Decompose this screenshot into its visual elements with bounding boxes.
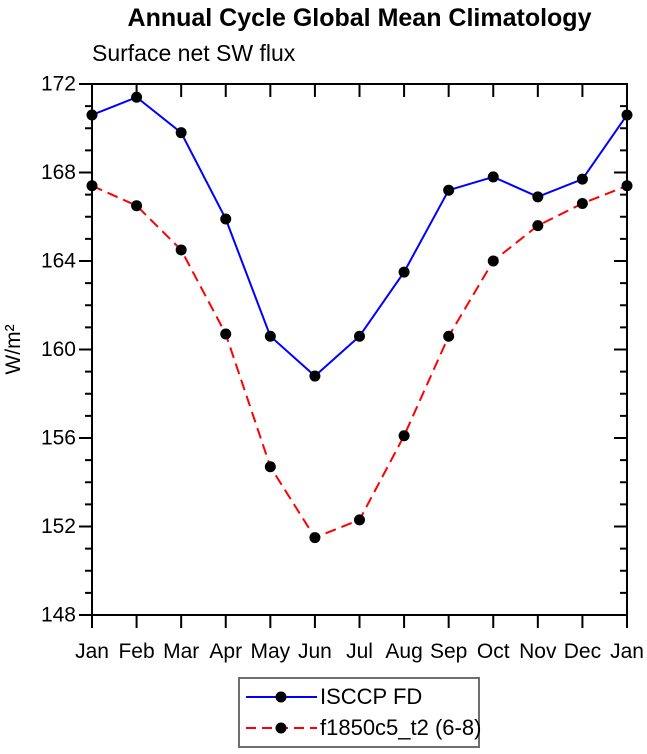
legend-label: ISCCP FD <box>320 684 423 710</box>
legend-label: f1850c5_t2 (6-8) <box>320 714 482 740</box>
series-marker-1 <box>220 328 232 340</box>
x-tick-label: Feb <box>118 640 154 663</box>
series-marker-1 <box>264 461 276 473</box>
series-marker-1 <box>354 514 365 526</box>
x-tick-label: May <box>250 640 290 663</box>
x-tick-label: Jul <box>346 640 373 663</box>
series-marker-1 <box>487 255 499 267</box>
series-marker-1 <box>532 220 544 232</box>
series-marker-0 <box>264 330 276 342</box>
x-tick-label: Sep <box>430 640 467 663</box>
series-marker-0 <box>532 191 544 203</box>
series-marker-0 <box>398 266 410 278</box>
x-tick-label: Oct <box>477 640 510 663</box>
legend-item-isccp-fd: ISCCP FD <box>240 685 478 709</box>
x-tick-label: Mar <box>163 640 199 663</box>
series-marker-0 <box>131 91 143 103</box>
series-marker-1 <box>398 430 410 442</box>
series-marker-1 <box>309 532 321 544</box>
chart-title: Annual Cycle Global Mean Climatology <box>127 4 592 32</box>
x-tick-label: Nov <box>519 640 557 663</box>
series-marker-0 <box>621 109 633 121</box>
y-tick-label: 168 <box>41 161 76 184</box>
x-tick-label: Jan <box>610 640 644 663</box>
y-tick-label: 160 <box>41 338 76 361</box>
series-marker-1 <box>576 197 588 209</box>
x-tick-label: Apr <box>209 640 242 663</box>
y-tick-label: 164 <box>41 250 76 273</box>
series-marker-0 <box>443 184 455 196</box>
series-marker-1 <box>86 180 98 192</box>
series-marker-0 <box>86 109 98 121</box>
series-marker-0 <box>354 330 365 342</box>
x-tick-label: Jan <box>75 640 109 663</box>
plot-area: Jan Feb Mar Apr May Jun Jul Aug Sep Oct Nov Dec Jan 1… <box>2 73 644 664</box>
series-marker-1 <box>131 200 143 212</box>
series-marker-1 <box>175 244 187 256</box>
series-marker-0 <box>220 213 232 225</box>
legend-item-f1850c5-t2: f1850c5_t2 (6-8) <box>240 714 482 740</box>
series-marker-0 <box>487 171 499 183</box>
legend: ISCCP FD f1850c5_t2 (6-8) <box>238 677 482 748</box>
x-tick-label: Dec <box>564 640 601 663</box>
legend-solid-line-icon <box>246 691 317 703</box>
chart-subtitle: Surface net SW flux <box>92 40 296 66</box>
series-marker-0 <box>175 127 187 139</box>
plot-frame <box>91 83 628 616</box>
y-tick-label: 156 <box>41 427 76 450</box>
series-marker-1 <box>443 330 455 342</box>
series-marker-1 <box>621 180 633 192</box>
x-tick-label: Jun <box>298 640 332 663</box>
y-axis-title: W/m² <box>2 324 25 374</box>
series-line-1 <box>91 184 628 539</box>
series-marker-0 <box>309 370 321 382</box>
y-tick-label: 152 <box>41 515 76 538</box>
y-tick-label: 148 <box>41 604 76 627</box>
x-tick-label: Aug <box>385 640 422 663</box>
y-tick-label: 172 <box>41 73 76 96</box>
series-marker-0 <box>576 173 588 185</box>
legend-dashed-line-icon <box>246 722 317 734</box>
